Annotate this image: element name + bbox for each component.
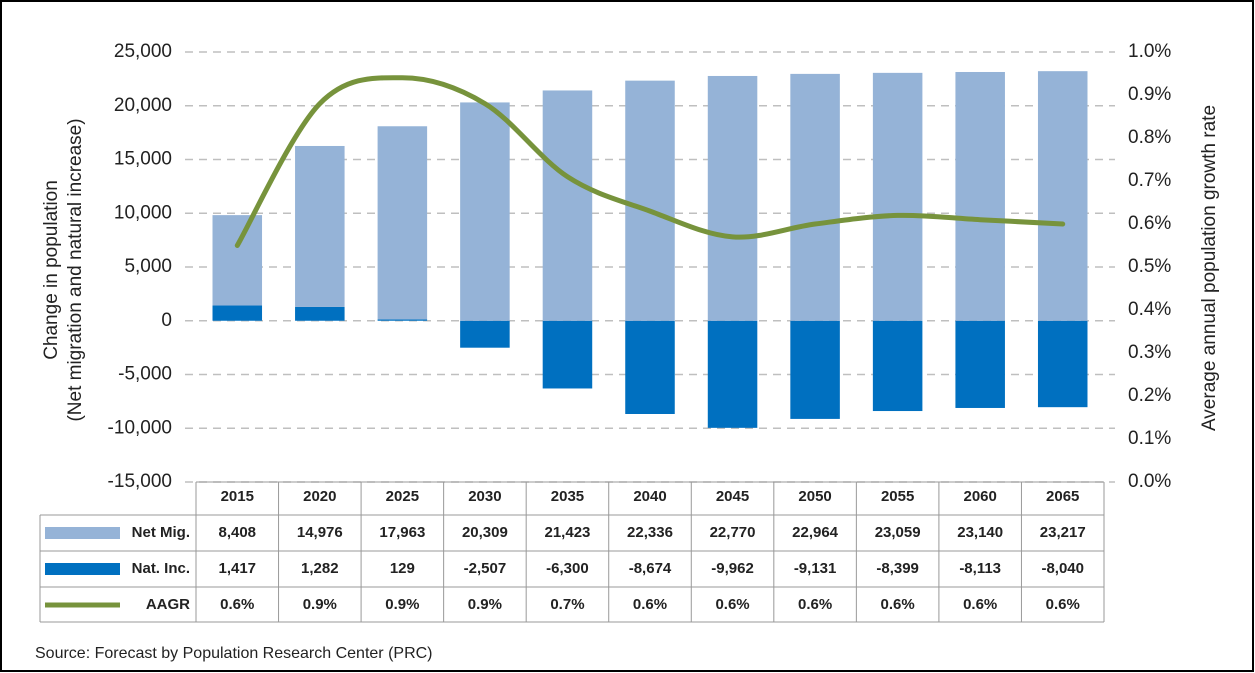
bar xyxy=(295,145,345,307)
line xyxy=(234,75,1066,248)
legend-swatch xyxy=(45,527,120,539)
bar xyxy=(295,306,345,321)
table-cell: 23,059 xyxy=(875,524,921,541)
x-tick-label: 2055 xyxy=(881,488,914,505)
table-cell: -8,113 xyxy=(959,560,1001,577)
table-cell: 0.6% xyxy=(963,596,997,613)
y2-tick-label: 0.3% xyxy=(1128,342,1171,363)
y-axis-title-line: (Net migration and natural increase) xyxy=(65,118,86,421)
y-tick-label: 0 xyxy=(161,310,172,331)
y2-tick-label: 1.0% xyxy=(1128,41,1171,62)
y2-tick-label: 0.4% xyxy=(1128,299,1171,320)
table-cell: 0.9% xyxy=(468,596,502,613)
table-cell: 22,336 xyxy=(627,524,673,541)
table-cell: 0.7% xyxy=(550,596,584,613)
y2-tick-label: 0.6% xyxy=(1128,213,1171,234)
y2-tick-label: 0.8% xyxy=(1128,127,1171,148)
y-tick-label: 25,000 xyxy=(114,41,172,62)
table-cell: 0.9% xyxy=(385,596,419,613)
bar xyxy=(872,72,923,321)
bar xyxy=(377,126,428,320)
table-cell: 22,964 xyxy=(792,524,839,541)
table-cell: 0.9% xyxy=(303,596,337,613)
x-tick-label: 2025 xyxy=(386,488,419,505)
table-cell: -8,040 xyxy=(1041,560,1084,577)
x-tick-label: 2050 xyxy=(798,488,831,505)
bar xyxy=(542,320,593,389)
y-tick-label: 5,000 xyxy=(124,256,172,277)
y2-tick-label: 0.7% xyxy=(1128,170,1171,191)
y2-tick-label: 0.5% xyxy=(1128,256,1171,277)
y-tick-label: -10,000 xyxy=(108,417,172,438)
y-tick-label: 15,000 xyxy=(114,149,172,170)
y-axis-title: Change in population (Net migration and … xyxy=(41,118,86,421)
table-cell: -6,300 xyxy=(546,560,589,577)
legend-label: Net Mig. xyxy=(132,524,190,541)
y-tick-label: -5,000 xyxy=(118,364,172,385)
x-tick-label: 2015 xyxy=(221,488,254,505)
table-cell: 20,309 xyxy=(462,524,508,541)
legend-label: AAGR xyxy=(146,596,190,613)
x-tick-label: 2065 xyxy=(1046,488,1079,505)
bar xyxy=(212,215,263,306)
legend-label: Nat. Inc. xyxy=(132,560,190,577)
x-tick-label: 2045 xyxy=(716,488,749,505)
bar xyxy=(1037,71,1088,321)
source-note: Source: Forecast by Population Research … xyxy=(35,645,433,662)
table-cell: 129 xyxy=(390,560,415,577)
table-cell: -9,131 xyxy=(794,560,837,577)
x-tick-label: 2035 xyxy=(551,488,584,505)
table-cell: 21,423 xyxy=(545,524,591,541)
table-cell: 0.6% xyxy=(220,596,254,613)
bar xyxy=(790,73,840,321)
bar xyxy=(955,71,1005,321)
bar xyxy=(625,80,675,321)
table-cell: 1,282 xyxy=(301,560,339,577)
y2-tick-label: 0.9% xyxy=(1128,84,1171,105)
table-cell: -9,962 xyxy=(711,560,754,577)
bar xyxy=(542,90,593,321)
y-tick-label: -15,000 xyxy=(108,471,172,492)
table-cell: 0.6% xyxy=(798,596,832,613)
y2-axis-title: Average annual population growth rate xyxy=(1199,105,1220,431)
x-tick-label: 2040 xyxy=(633,488,666,505)
table-cell: 14,976 xyxy=(297,524,343,541)
table-cell: -8,674 xyxy=(629,560,672,577)
y2-tick-label: 0.1% xyxy=(1128,428,1171,449)
bar xyxy=(872,320,923,412)
bar xyxy=(707,75,758,321)
y-tick-label: 20,000 xyxy=(114,95,172,116)
bar xyxy=(790,320,840,419)
bar xyxy=(1037,320,1088,408)
bar xyxy=(460,320,510,348)
legend-swatch xyxy=(45,563,120,575)
bar xyxy=(212,305,263,321)
bar xyxy=(707,320,758,428)
y-tick-label: 10,000 xyxy=(114,202,172,223)
table-cell: 1,417 xyxy=(218,560,256,577)
bar xyxy=(955,320,1005,408)
table-cell: 23,140 xyxy=(957,524,1003,541)
table-cell: 0.6% xyxy=(633,596,667,613)
y2-tick-label: 0.2% xyxy=(1128,385,1171,406)
table-cell: -2,507 xyxy=(464,560,507,577)
y-axis-title-line: Change in population xyxy=(41,180,62,360)
y2-tick-label: 0.0% xyxy=(1128,471,1171,492)
table-cell: 0.6% xyxy=(1046,596,1080,613)
table-cell: 17,963 xyxy=(379,524,425,541)
table-cell: 23,217 xyxy=(1040,524,1086,541)
table-cell: 8,408 xyxy=(218,524,256,541)
table-cell: 0.6% xyxy=(715,596,749,613)
bar xyxy=(625,320,675,414)
x-tick-label: 2020 xyxy=(303,488,336,505)
x-tick-label: 2060 xyxy=(963,488,996,505)
table-cell: 0.6% xyxy=(881,596,915,613)
table-cell: 22,770 xyxy=(710,524,756,541)
bar xyxy=(377,319,428,321)
x-tick-label: 2030 xyxy=(468,488,501,505)
bar xyxy=(460,102,510,321)
table-cell: -8,399 xyxy=(876,560,919,577)
